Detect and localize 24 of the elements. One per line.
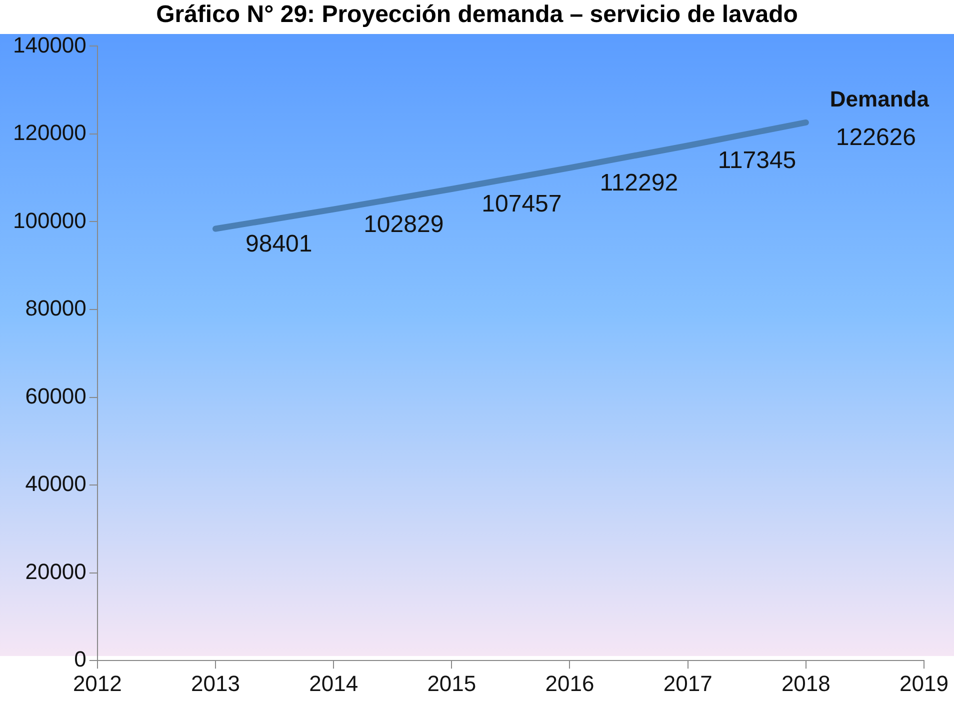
x-tick-label: 2012 bbox=[72, 670, 122, 696]
chart-title: Gráfico N° 29: Proyección demanda – servicio de lavado bbox=[155, 0, 799, 30]
data-label: 98401 bbox=[245, 230, 312, 258]
y-tick-label: 140000 bbox=[12, 32, 86, 58]
data-label: 117345 bbox=[718, 147, 796, 174]
series-label: Demanda bbox=[830, 86, 930, 112]
data-label: 102829 bbox=[364, 210, 444, 238]
y-tick-label: 20000 bbox=[25, 558, 86, 584]
data-label: 107457 bbox=[482, 190, 562, 218]
data-label: 122626 bbox=[836, 124, 916, 152]
y-tick-label: 80000 bbox=[25, 296, 86, 321]
x-tick-label: 2016 bbox=[545, 670, 594, 696]
x-tick-label: 2017 bbox=[663, 670, 712, 696]
x-tick-label: 2018 bbox=[781, 670, 830, 696]
y-tick-label: 60000 bbox=[25, 383, 86, 408]
y-tick-label: 40000 bbox=[25, 471, 86, 496]
x-tick-label: 2019 bbox=[900, 670, 948, 696]
y-tick-label: 120000 bbox=[12, 120, 86, 146]
y-tick-label: 100000 bbox=[12, 208, 86, 233]
x-tick-label: 2013 bbox=[191, 670, 240, 696]
x-tick-label: 2014 bbox=[309, 670, 358, 696]
x-tick-label: 2015 bbox=[427, 670, 476, 696]
data-label: 112292 bbox=[600, 169, 678, 196]
y-tick-label: 0 bbox=[74, 646, 86, 672]
